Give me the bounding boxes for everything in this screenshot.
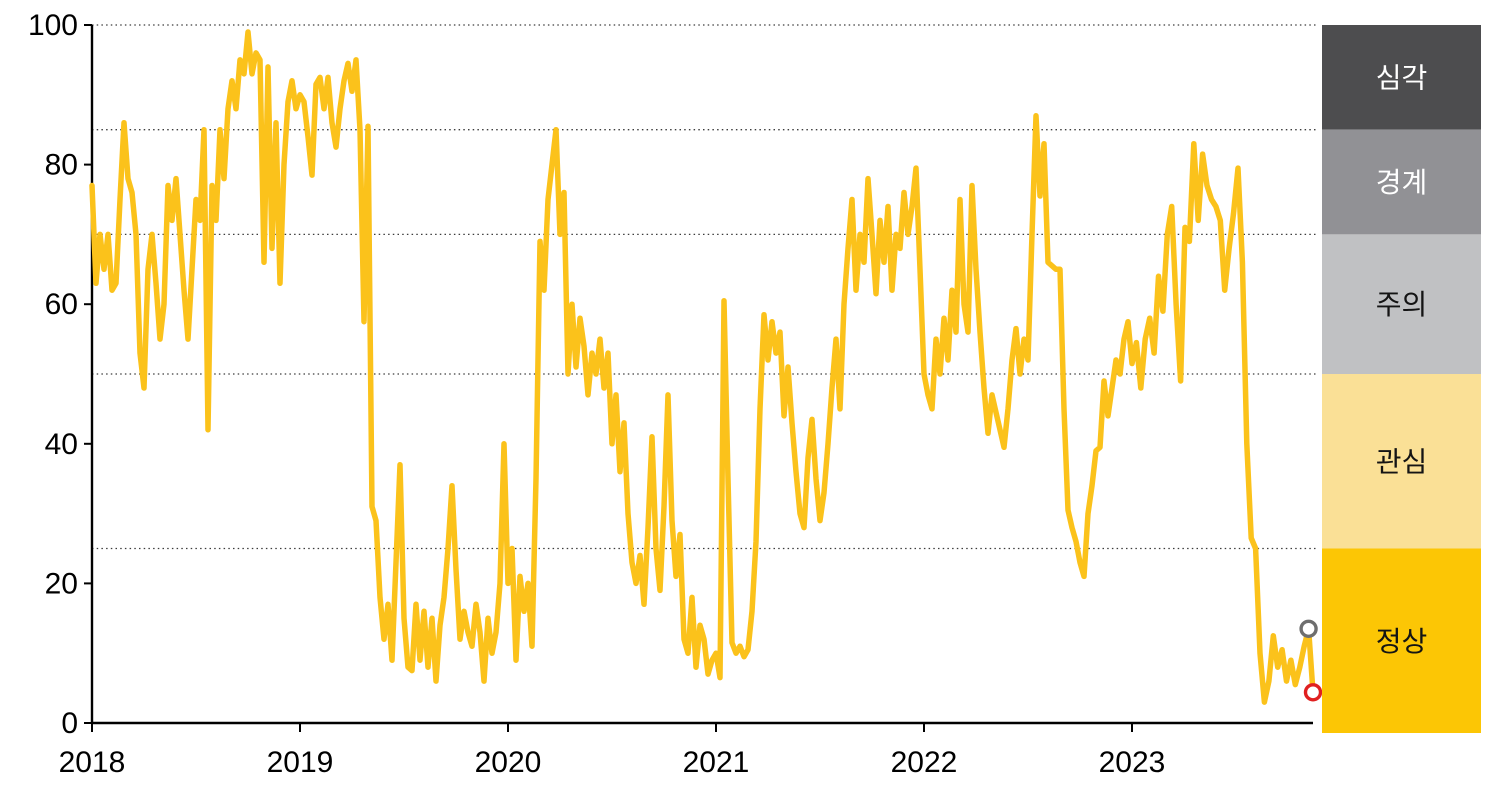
- legend-band-label: 관심: [1376, 446, 1428, 477]
- y-tick-label: 20: [45, 567, 78, 600]
- data-series-line: [89, 29, 1316, 705]
- legend-band-label: 경계: [1376, 167, 1428, 198]
- x-tick-label: 2023: [1099, 746, 1166, 779]
- legend-band-2: [1322, 234, 1481, 374]
- legend-band-label: 주의: [1376, 289, 1428, 320]
- legend-band-label: 정상: [1376, 626, 1428, 657]
- x-tick-label: 2021: [683, 746, 750, 779]
- x-tick-label: 2022: [891, 746, 958, 779]
- end-markers: [1299, 619, 1323, 702]
- y-tick-label: 80: [45, 149, 78, 182]
- y-tick-label: 40: [45, 428, 78, 461]
- legend-band-0: [1322, 25, 1481, 130]
- x-tick-label: 2018: [59, 746, 126, 779]
- y-tick-label: 60: [45, 288, 78, 321]
- legend-band-1: [1322, 129, 1481, 235]
- series-line-group: [89, 29, 1316, 705]
- y-tick-label: 100: [28, 9, 78, 42]
- y-tick-label: 0: [61, 707, 78, 740]
- x-tick-label: 2020: [475, 746, 542, 779]
- legend-band-3: [1322, 374, 1481, 549]
- previous-point-marker: [1299, 619, 1318, 638]
- latest-point-marker: [1303, 683, 1323, 702]
- legend-band-label: 심각: [1376, 62, 1428, 93]
- x-tick-label: 2019: [267, 746, 334, 779]
- legend-band-4: [1322, 548, 1481, 733]
- gridlines: [92, 24, 1318, 550]
- axes: 0 20 40 60 80 100 2018 2019 2020 2021 2022 2023: [28, 9, 1313, 779]
